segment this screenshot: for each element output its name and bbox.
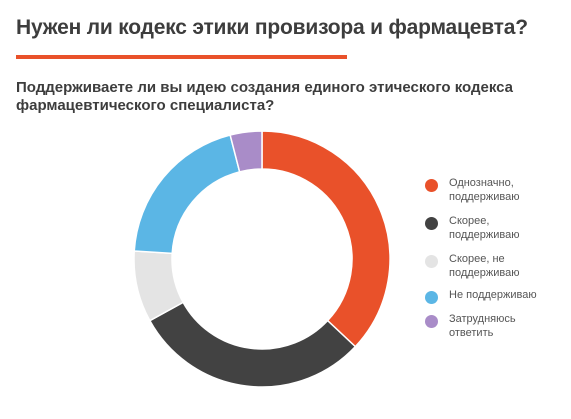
title-underline [16,55,347,59]
legend-swatch [425,315,438,328]
legend-label: Скорее, не поддерживаю [449,253,520,279]
legend-item: Однозначно, поддерживаю [425,176,559,204]
donut-slice-5 [229,130,263,173]
legend-label: Затрудняюсь ответить [449,313,516,339]
legend-swatch [425,217,438,230]
legend-label: Не поддерживаю [449,289,537,301]
legend-item: Не поддерживаю [425,288,559,304]
legend-swatch [425,179,438,192]
legend-label: Однозначно, поддерживаю [449,177,520,203]
donut-slice-1 [261,130,391,348]
donut-slice-2 [148,301,357,388]
legend-swatch [425,255,438,268]
page-title: Нужен ли кодекс этики провизора и фармац… [16,16,528,39]
legend-item: Скорее, поддерживаю [425,214,559,242]
chart-title: Поддерживаете ли вы идею создания единог… [16,79,514,114]
title-underline-bar [16,55,347,59]
donut-chart [133,130,391,388]
legend-item: Скорее, не поддерживаю [425,252,559,280]
donut-slice-4 [133,134,241,255]
legend-label: Скорее, поддерживаю [449,215,520,241]
legend-item: Затрудняюсь ответить [425,312,559,340]
legend-swatch [425,291,438,304]
